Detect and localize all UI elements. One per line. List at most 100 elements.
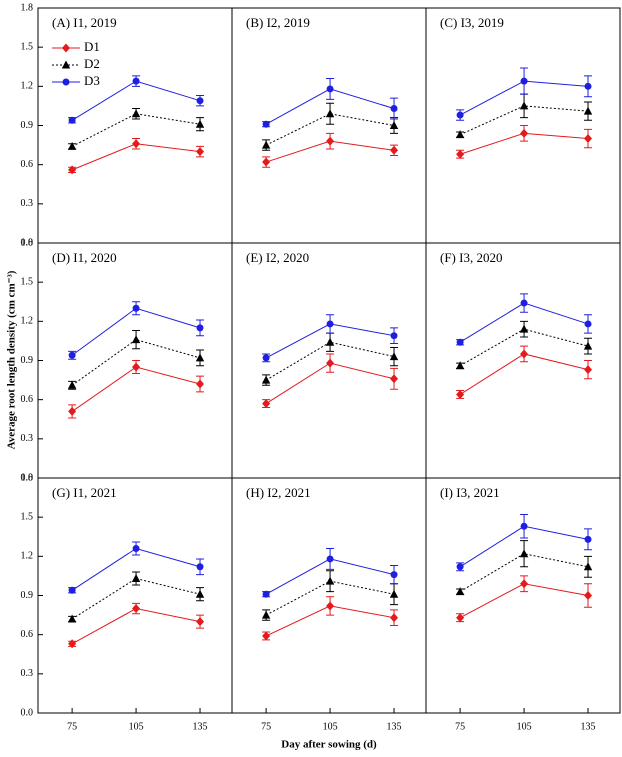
marker (455, 587, 465, 596)
panel-title: (H) I2, 2021 (246, 485, 311, 500)
marker (262, 120, 270, 128)
x-tick-label: 135 (193, 721, 208, 732)
marker (326, 320, 334, 328)
x-tick-label: 75 (67, 721, 77, 732)
marker (390, 374, 399, 384)
plot-frame (231, 7, 427, 244)
y-tick-label: 1.5 (21, 511, 34, 522)
marker (520, 77, 528, 85)
y-tick-label: 1.8 (21, 472, 34, 483)
marker (262, 399, 271, 409)
y-tick-label: 0.9 (21, 120, 34, 131)
x-tick-label: 135 (387, 721, 402, 732)
y-tick-label: 0.0 (21, 237, 34, 248)
y-tick-label: 1.5 (21, 276, 34, 287)
marker (390, 571, 398, 579)
marker (456, 613, 465, 623)
marker (389, 352, 399, 361)
marker (325, 576, 335, 585)
marker (390, 332, 398, 340)
marker (262, 631, 271, 641)
marker (195, 353, 205, 362)
marker (326, 601, 335, 611)
panel-title: (B) I2, 2019 (246, 15, 310, 30)
marker (196, 617, 205, 627)
panel-title: (I) I3, 2021 (440, 485, 500, 500)
marker (583, 341, 593, 350)
marker (456, 563, 464, 571)
marker (67, 141, 77, 150)
panel-title: (D) I1, 2020 (52, 250, 117, 265)
marker (520, 522, 528, 530)
marker (68, 116, 76, 124)
marker (68, 165, 77, 175)
marker (583, 106, 593, 115)
y-tick-label: 1.2 (21, 316, 34, 327)
marker (520, 299, 528, 307)
y-tick-label: 0.6 (21, 629, 34, 640)
x-axis-label: Day after sowing (d) (281, 739, 377, 751)
marker (196, 379, 205, 389)
marker (326, 136, 335, 146)
marker (389, 589, 399, 598)
marker (390, 613, 399, 623)
marker (131, 574, 141, 583)
marker (584, 134, 593, 144)
y-tick-label: 0.0 (21, 707, 34, 718)
y-tick-label: 1.8 (21, 237, 34, 248)
marker (455, 130, 465, 139)
marker (584, 365, 593, 375)
marker (519, 324, 529, 333)
marker (195, 119, 205, 128)
y-axis-label: Average root length density (cm cm⁻³) (6, 270, 18, 449)
legend-label: D3 (84, 73, 100, 88)
y-tick-label: 1.2 (21, 81, 34, 92)
marker (262, 157, 271, 167)
marker (196, 324, 204, 332)
marker (325, 109, 335, 118)
marker (132, 545, 140, 552)
x-tick-label: 75 (261, 721, 271, 732)
marker (132, 304, 140, 312)
marker (390, 105, 398, 113)
marker (390, 145, 399, 155)
y-tick-label: 0.3 (21, 668, 34, 679)
x-tick-label: 105 (517, 721, 532, 732)
marker (584, 591, 593, 600)
series-line (459, 553, 589, 593)
legend-label: D2 (84, 56, 100, 71)
marker (584, 535, 592, 543)
panel-title: (A) I1, 2019 (52, 15, 117, 30)
marker (68, 586, 76, 594)
marker (68, 351, 76, 359)
marker (583, 562, 593, 571)
marker (196, 563, 204, 571)
panel-title: (C) I3, 2019 (440, 15, 504, 30)
y-tick-label: 1.5 (21, 41, 34, 52)
marker (326, 555, 334, 563)
marker (456, 338, 464, 346)
panel-title: (F) I3, 2020 (440, 250, 502, 265)
x-tick-label: 75 (455, 721, 465, 732)
series-line (71, 577, 201, 620)
y-tick-label: 0.6 (21, 159, 34, 170)
marker (326, 358, 335, 368)
marker (261, 375, 271, 384)
marker (68, 406, 77, 416)
marker (261, 140, 271, 149)
marker (67, 380, 77, 389)
marker (132, 362, 141, 372)
y-tick-label: 0.3 (21, 433, 34, 444)
y-tick-label: 0.9 (21, 355, 34, 366)
plot-frame (425, 477, 621, 714)
marker (325, 337, 335, 346)
marker (132, 604, 141, 614)
marker (262, 354, 270, 362)
marker (132, 77, 140, 85)
marker (519, 549, 529, 558)
marker (67, 614, 77, 623)
marker (584, 82, 592, 90)
marker (389, 121, 399, 129)
y-tick-label: 0.3 (21, 198, 34, 209)
